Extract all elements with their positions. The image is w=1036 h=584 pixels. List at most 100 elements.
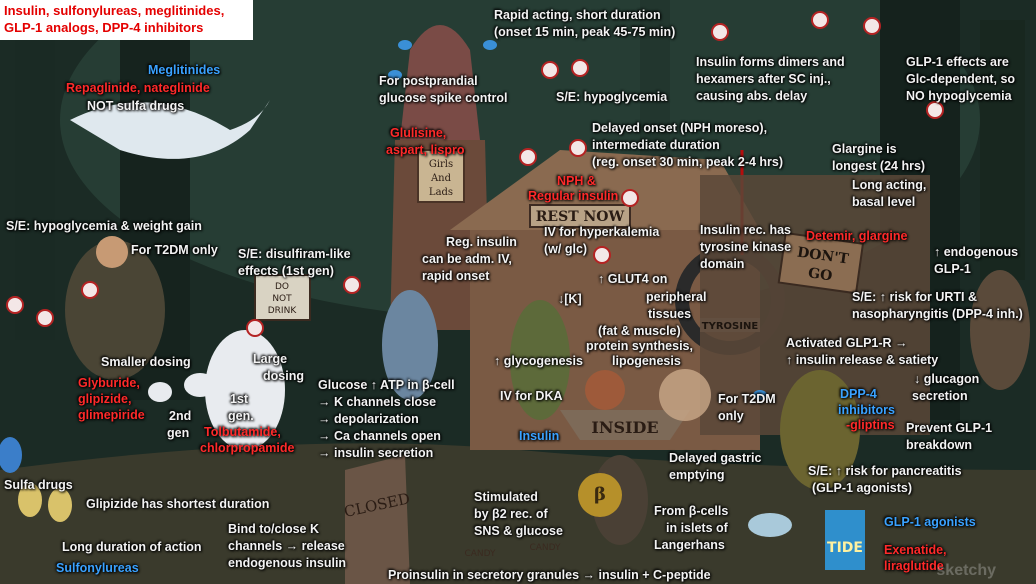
sign-tide: TIDE: [827, 540, 863, 556]
label-glyburide-3: glimepiride: [78, 408, 145, 422]
label-long-acting-1: Long acting,: [852, 178, 927, 192]
man-green-cloak: [510, 300, 570, 420]
watermark: sketchy: [936, 562, 996, 579]
woman-center: [382, 290, 438, 400]
label-stimulated-2: by β2 rec. of: [474, 507, 548, 521]
sign-inside: INSIDE: [591, 418, 658, 437]
label-glut4-1: ↑ GLUT4 on: [598, 272, 668, 286]
label-disulfiram-1: S/E: disulfiram-like: [238, 247, 351, 261]
label-urti-1: S/E: ↑ risk for URTI &: [852, 290, 978, 304]
closed-door: [345, 455, 410, 584]
label-stimulated-1: Stimulated: [474, 490, 538, 504]
sign-candy-2: CANDY: [529, 543, 561, 553]
label-second-gen-1: 2nd: [169, 409, 192, 423]
label-large-dosing-2: dosing: [263, 369, 304, 383]
label-glycogenesis: ↑ glycogenesis: [494, 354, 583, 368]
label-disulfiram-2: effects (1st gen): [238, 264, 334, 278]
label-second-gen-2: gen: [167, 426, 190, 440]
label-tyrosine-3: domain: [700, 257, 745, 271]
label-delayed-onset-2: intermediate duration: [592, 138, 720, 152]
label-postprandial-1: For postprandial: [379, 74, 478, 88]
label-not-sulfa: NOT sulfa drugs: [87, 99, 185, 113]
label-sulfa-drugs: Sulfa drugs: [4, 478, 73, 492]
title-line-1: Insulin, sulfonylureas, meglitinides,: [4, 3, 225, 18]
label-long-duration: Long duration of action: [62, 540, 202, 554]
label-glp1-effects-2: Glc-dependent, so: [906, 72, 1016, 86]
label-protein-synth-1: protein synthesis,: [586, 339, 693, 353]
label-delayed-gastric-1: Delayed gastric: [669, 451, 762, 465]
sign-tyrosine: TYROSINE: [702, 321, 759, 332]
sign-do-not-drink-1: DO: [275, 282, 289, 292]
label-glucose-atp-5: → insulin secretion: [318, 446, 434, 460]
label-urti-2: nasopharyngitis (DPP-4 inh.): [852, 307, 1023, 321]
label-prevent-glp1-2: breakdown: [906, 438, 972, 452]
label-glulisine-1: Glulisine,: [390, 126, 447, 140]
label-t2dm-only-2-2: only: [718, 409, 744, 423]
label-tyrosine-1: Insulin rec. has: [700, 223, 792, 237]
label-glucose-atp-1: Glucose ↑ ATP in β-cell: [318, 378, 455, 392]
label-insulin: Insulin: [519, 429, 560, 443]
label-glucose-atp-2: → K channels close: [318, 395, 437, 409]
sign-candy-1: CANDY: [464, 549, 496, 559]
label-glyburide-2: glipizide,: [78, 392, 132, 406]
title-line-2: GLP-1 analogs, DPP-4 inhibitors: [4, 20, 204, 35]
label-postprandial-2: glucose spike control: [379, 91, 508, 105]
label-glucose-atp-4: → Ca channels open: [318, 429, 441, 443]
label-glipizide-shortest: Glipizide has shortest duration: [86, 497, 270, 511]
label-large-dosing-1: Large: [253, 352, 288, 366]
label-tolbutamide-2: chlorpropamide: [200, 441, 295, 455]
label-glp1-effects-3: NO hypoglycemia: [906, 89, 1012, 103]
title-box: Insulin, sulfonylureas, meglitinides, GL…: [0, 0, 253, 40]
label-t2dm-only: For T2DM only: [131, 243, 218, 257]
label-endogenous-2: GLP-1: [934, 262, 971, 276]
label-dpp4-3: -gliptins: [846, 418, 895, 432]
rest-now-sign-board: [529, 204, 631, 228]
label-glyburide-1: Glyburide,: [78, 376, 140, 390]
sign-dont-go-2: GO: [807, 265, 833, 284]
label-sulfonylureas: Sulfonylureas: [56, 561, 139, 575]
label-dimers-1: Insulin forms dimers and: [696, 55, 845, 69]
label-activated-glp1-1: Activated GLP1-R →: [786, 336, 908, 350]
dont-go-sign-board: [777, 231, 865, 295]
label-glargine-longest-2: longest (24 hrs): [832, 159, 926, 173]
label-beta-cells-2: in islets of: [666, 521, 728, 535]
label-stimulated-3: SNS & glucose: [474, 524, 563, 538]
do-not-drink-sign-board: [254, 274, 311, 321]
label-fat-muscle: (fat & muscle): [598, 324, 681, 338]
label-smaller-dosing: Smaller dosing: [101, 355, 191, 369]
sign-rest-now: REST NOW: [536, 209, 625, 225]
label-t2dm-only-2-1: For T2DM: [718, 392, 776, 406]
woman-right: [780, 370, 860, 490]
label-exenatide-2: liraglutide: [884, 559, 944, 573]
label-first-gen-2: gen.: [228, 409, 254, 423]
label-glulisine-2: aspart, lispro: [386, 143, 465, 157]
label-long-acting-2: basal level: [852, 195, 916, 209]
label-exenatide-1: Exenatide,: [884, 543, 947, 557]
label-glp1-agonists: GLP-1 agonists: [884, 515, 976, 529]
label-glut4-3: tissues: [648, 307, 692, 321]
label-proinsulin: Proinsulin in secretory granules → insul…: [388, 568, 711, 582]
label-glucose-atp-3: → depolarization: [318, 412, 419, 426]
sign-girls-lads-1: Girls: [429, 159, 453, 170]
label-glut4-2: peripheral: [646, 290, 707, 304]
girls-lads-sign-board: [417, 149, 465, 203]
label-bind-k-3: endogenous insulin: [228, 556, 347, 570]
label-beta-cells-3: Langerhans: [654, 538, 725, 552]
inside-mat: [560, 410, 690, 440]
label-hyperkalemia-2: (w/ glc): [544, 242, 588, 256]
label-k-ion: ↓[K]: [558, 292, 582, 306]
label-dpp4-2: inhibitors: [838, 403, 895, 417]
label-protein-synth-2: lipogenesis: [612, 354, 681, 368]
label-dimers-2: hexamers after SC inj.,: [696, 72, 831, 86]
label-repaglinide: Repaglinide, nateglinide: [66, 81, 210, 95]
label-se-hypo-weight: S/E: hypoglycemia & weight gain: [6, 219, 202, 233]
label-delayed-gastric-2: emptying: [669, 468, 725, 482]
label-hyperkalemia-1: IV for hyperkalemia: [544, 225, 660, 239]
label-tolbutamide-1: Tolbutamide,: [204, 425, 281, 439]
label-beta-cells-1: From β-cells: [654, 504, 729, 518]
label-glargine-longest-1: Glargine is: [832, 142, 897, 156]
label-pancreatitis-1: S/E: ↑ risk for pancreatitis: [808, 464, 962, 478]
label-meglitinides: Meglitinides: [148, 63, 221, 77]
